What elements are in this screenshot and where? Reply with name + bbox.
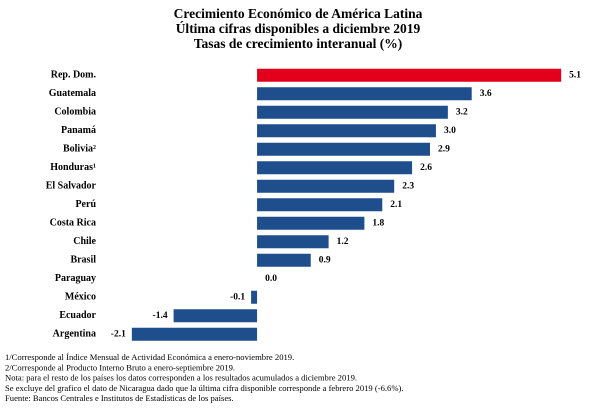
category-label: México: [65, 292, 96, 303]
bar: [251, 290, 258, 304]
bar: [257, 124, 436, 138]
category-label: Colombia: [54, 107, 96, 118]
bar: [257, 142, 430, 156]
value-label: 1.2: [337, 237, 349, 247]
bar: [257, 198, 383, 212]
value-label: 2.1: [390, 200, 402, 210]
footnote: 1/Corresponde al Índice Mensual de Activ…: [5, 352, 294, 362]
value-label: -1.4: [153, 311, 168, 321]
value-label: 2.9: [438, 144, 450, 154]
category-label: Costa Rica: [50, 218, 96, 229]
category-label: Honduras¹: [50, 162, 96, 173]
category-label: Guatemala: [49, 88, 96, 99]
footnote: Nota: para el resto de los países los da…: [5, 373, 357, 383]
value-label: 2.6: [420, 163, 432, 173]
value-label: 3.0: [444, 126, 456, 136]
bar: [257, 68, 562, 82]
bar: [257, 216, 365, 230]
category-label: Chile: [73, 236, 96, 247]
footnote: Fuente: Bancos Centrales e Institutos de…: [5, 393, 234, 403]
footnote: 2/Corresponde al Producto Interno Bruto …: [5, 362, 235, 372]
value-label: -0.1: [230, 292, 245, 302]
value-label: 3.2: [456, 107, 468, 117]
bar: [131, 327, 258, 341]
category-label: Bolivia²: [63, 144, 96, 155]
bar: [257, 235, 329, 249]
chart-title: Crecimiento Económico de América Latina: [174, 6, 423, 21]
category-label: Paraguay: [55, 273, 96, 284]
bar: [257, 87, 472, 101]
chart-title: Tasas de crecimiento interanual (%): [194, 36, 403, 51]
value-label: 2.3: [402, 181, 414, 191]
category-label: Ecuador: [59, 310, 96, 321]
bar: [257, 179, 395, 193]
category-label: Rep. Dom.: [51, 70, 97, 81]
value-label: 5.1: [569, 70, 581, 80]
value-label: -2.1: [111, 329, 126, 339]
value-label: 0.0: [265, 274, 277, 284]
value-label: 3.6: [480, 89, 492, 99]
category-label: Argentina: [53, 329, 96, 340]
category-label: El Salvador: [46, 181, 97, 192]
bar: [257, 253, 311, 267]
footnote: Se excluye del grafico el dato de Nicara…: [5, 383, 404, 393]
bar: [257, 105, 448, 119]
value-label: 1.8: [372, 218, 384, 228]
chart-title: Última cifras disponibles a diciembre 20…: [176, 21, 421, 36]
category-label: Panamá: [61, 125, 96, 136]
bar: [257, 161, 413, 175]
value-label: 0.9: [319, 255, 331, 265]
category-label: Brasil: [70, 255, 96, 266]
bar: [173, 309, 258, 323]
category-label: Perú: [75, 199, 96, 210]
